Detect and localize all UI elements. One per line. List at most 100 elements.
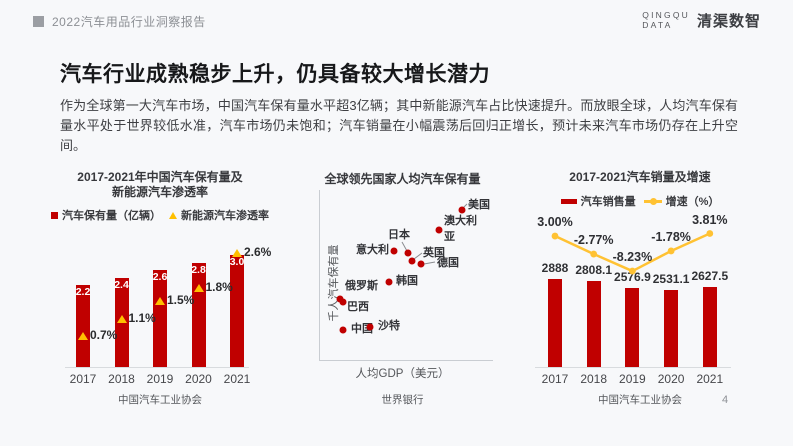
scatter-point bbox=[458, 206, 466, 214]
chart1-title-line2: 新能源汽车渗透率 bbox=[111, 185, 208, 199]
scatter-point-label: 日本 bbox=[388, 229, 410, 241]
penetration-label: 1.8% bbox=[205, 279, 233, 294]
scatter-point bbox=[385, 278, 393, 286]
brand-logo-line1: QINGQU bbox=[642, 9, 690, 20]
chart1-legend-markers-label: 新能源汽车渗透率 bbox=[181, 210, 269, 222]
penetration-label: 2.6% bbox=[244, 244, 272, 259]
sales-value-label: 2576.9 bbox=[614, 270, 651, 285]
gold-line-swatch-icon bbox=[643, 197, 662, 205]
scatter-point-label: 巴西 bbox=[347, 301, 369, 313]
chart3-legend-bars-label: 汽车销售量 bbox=[580, 196, 636, 208]
brand-logo-latin: QINGQU DATA bbox=[642, 9, 690, 31]
year-label: 2021 bbox=[696, 372, 724, 386]
bar-value-label: 2.6 bbox=[152, 271, 168, 284]
year-label: 2020 bbox=[185, 372, 212, 386]
growth-rate-label: -8.23% bbox=[612, 250, 653, 265]
chart2-source: 世界银行 bbox=[381, 394, 424, 406]
scatter-point-label: 澳大利亚 bbox=[444, 215, 477, 243]
penetration-label: 1.5% bbox=[167, 293, 195, 307]
scatter-point bbox=[339, 326, 347, 334]
page-body-text: 作为全球第一大汽车市场，中国汽车保有量水平超3亿辆；其中新能源汽车占比快速提升。… bbox=[60, 98, 738, 153]
year-label: 2019 bbox=[619, 372, 646, 386]
year-label: 2018 bbox=[108, 372, 135, 386]
brand-logo-name: 清渠数智 bbox=[696, 13, 761, 30]
brand-logo-line2: DATA bbox=[642, 19, 673, 30]
header: 2022汽车用品行业洞察报告 bbox=[33, 13, 206, 30]
report-title: 2022汽车用品行业洞察报告 bbox=[52, 15, 206, 29]
chart3-legend-bars: 汽车销售量 bbox=[560, 193, 636, 209]
yellow-triangle-swatch-icon bbox=[169, 211, 177, 219]
growth-point bbox=[629, 267, 636, 275]
chart1-legend-markers: 新能源汽车渗透率 bbox=[169, 207, 269, 223]
penetration-label: 0.7% bbox=[90, 328, 118, 343]
bar bbox=[664, 289, 679, 367]
header-bullet-square bbox=[33, 16, 44, 27]
triangle-marker bbox=[116, 314, 127, 323]
scatter-point-label: 德国 bbox=[437, 257, 459, 269]
bar: 2.6 bbox=[153, 270, 167, 367]
year-label: 2018 bbox=[580, 372, 608, 386]
triangle-marker bbox=[155, 297, 165, 305]
chart3-plot-area: 2888 2808.1 2576.9 2531.1 2627.5 3.00% -2.77% -… bbox=[535, 213, 731, 368]
scatter-point bbox=[366, 323, 374, 331]
scatter-point bbox=[404, 249, 412, 257]
chart1-legend-bars-label: 汽车保有量（亿辆） bbox=[62, 210, 161, 222]
scatter-point bbox=[417, 260, 425, 268]
triangle-marker bbox=[78, 332, 88, 341]
bar: 2.8 bbox=[191, 262, 206, 367]
chart3-title: 2017-2021汽车销量及增速 bbox=[569, 170, 711, 184]
triangle-marker bbox=[193, 283, 204, 292]
year-label: 2021 bbox=[223, 372, 251, 386]
bar-value-label: 2.8 bbox=[191, 263, 206, 276]
growth-rate-label: 3.00% bbox=[537, 215, 573, 230]
chart3-legend-line: 增速（%） bbox=[643, 193, 719, 209]
chart2-x-axis-label: 人均GDP（美元） bbox=[355, 368, 450, 380]
penetration-label: 1.1% bbox=[128, 310, 156, 325]
year-label: 2017 bbox=[69, 372, 97, 386]
chart3-source: 中国汽车工业协会 bbox=[598, 394, 682, 406]
growth-rate-label: -1.78% bbox=[651, 229, 691, 244]
chart1-source: 中国汽车工业协会 bbox=[118, 394, 202, 406]
bar-value-label: 2.2 bbox=[75, 286, 91, 299]
scatter-point-label: 俄罗斯 bbox=[345, 280, 378, 292]
bar-value-label: 2.4 bbox=[114, 278, 129, 291]
scatter-point bbox=[339, 298, 347, 306]
bar-value-label: 3.0 bbox=[229, 256, 245, 269]
chart1-title-line1: 2017-2021年中国汽车保有量及 bbox=[77, 170, 243, 184]
brand-logo: QINGQU DATA 清渠数智 bbox=[642, 10, 761, 31]
bar bbox=[625, 288, 640, 367]
growth-trend-line bbox=[551, 230, 714, 275]
chart-china-ownership: 2017-2021年中国汽车保有量及 新能源汽车渗透率 汽车保有量（亿辆） 新能… bbox=[50, 165, 271, 415]
page-title: 汽车行业成熟稳步上升，仍具备较大增长潜力 bbox=[60, 63, 490, 86]
bar bbox=[586, 281, 601, 367]
red-square-swatch-icon bbox=[51, 211, 58, 219]
scatter-point-label: 韩国 bbox=[396, 275, 418, 287]
growth-point bbox=[706, 230, 714, 237]
triangle-marker bbox=[232, 248, 242, 257]
bar bbox=[548, 278, 562, 367]
chart-global-scatter: 全球领先国家人均汽车保有量 千人汽车保有量 美国 澳大利亚 日本 意大利 英国 德国 韩国俄… bbox=[295, 165, 510, 415]
bar: 3.0 bbox=[230, 255, 244, 367]
growth-point bbox=[590, 250, 598, 258]
chart2-plot-area: 千人汽车保有量 美国 澳大利亚 日本 意大利 英国 德国 韩国 俄罗斯 巴西 中国 沙特 bbox=[319, 190, 493, 361]
chart2-title: 全球领先国家人均汽车保有量 bbox=[324, 172, 481, 186]
growth-rate-label: 3.81% bbox=[692, 212, 728, 227]
growth-point bbox=[551, 232, 559, 240]
sales-value-label: 2888 bbox=[541, 260, 569, 275]
chart-sales-growth: 2017-2021汽车销量及增速 汽车销售量 增速（%） 2888 2808.1 2… bbox=[525, 165, 755, 415]
growth-rate-label: -2.77% bbox=[573, 233, 614, 248]
chart1-plot-area: 2.2 2.4 2.6 2.8 3.0 0.7% 1.1% 1.5% 1.8% 2.6% bbox=[65, 238, 271, 368]
bar: 2.2 bbox=[76, 285, 90, 367]
scatter-point bbox=[435, 226, 443, 234]
red-bar-swatch-icon bbox=[560, 198, 577, 204]
sales-value-label: 2531.1 bbox=[652, 271, 690, 286]
chart1-legend: 汽车保有量（亿辆） 新能源汽车渗透率 bbox=[50, 207, 270, 223]
year-label: 2017 bbox=[541, 372, 569, 386]
scatter-point-label: 英国 bbox=[423, 247, 445, 259]
year-label: 2020 bbox=[657, 372, 685, 386]
scatter-point-label: 意大利 bbox=[356, 244, 389, 256]
chart3-legend: 汽车销售量 增速（%） bbox=[525, 193, 755, 209]
sales-value-label: 2627.5 bbox=[691, 268, 729, 283]
year-label: 2019 bbox=[146, 372, 174, 386]
